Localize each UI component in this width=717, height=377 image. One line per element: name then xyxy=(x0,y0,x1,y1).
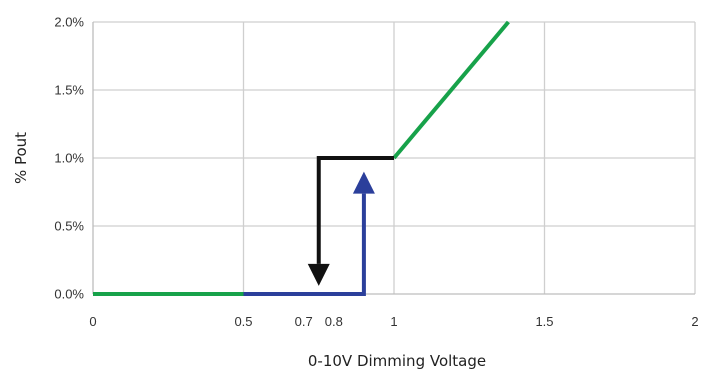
x-tick-label: 1 xyxy=(390,314,397,329)
x-axis-title: 0-10V Dimming Voltage xyxy=(308,352,486,370)
series-arrowhead-3 xyxy=(352,171,375,194)
series-layer xyxy=(93,20,510,296)
x-tick-label: 2 xyxy=(691,314,698,329)
y-axis-title: % Pout xyxy=(12,132,30,184)
series-line-4 xyxy=(316,156,394,264)
y-tick-labels: 0.0% 0.5% 1.0% 1.5% 2.0% xyxy=(54,15,84,302)
series-arrowhead-4 xyxy=(307,263,330,286)
x-tick-labels: 0 0.5 0.7 0.8 1 1.5 2 xyxy=(89,314,698,329)
series-line-2 xyxy=(392,20,510,160)
x-tick-label: 0 xyxy=(89,314,96,329)
series-line-3 xyxy=(243,193,366,296)
y-tick-label: 0.0% xyxy=(54,287,84,302)
y-tick-label: 2.0% xyxy=(54,15,84,30)
x-tick-label: 0.5 xyxy=(234,314,252,329)
x-tick-label: 0.8 xyxy=(325,314,343,329)
x-tick-label: 1.5 xyxy=(535,314,553,329)
y-tick-label: 0.5% xyxy=(54,219,84,234)
x-tick-label: 0.7 xyxy=(295,314,313,329)
y-tick-label: 1.0% xyxy=(54,151,84,166)
y-tick-label: 1.5% xyxy=(54,83,84,98)
